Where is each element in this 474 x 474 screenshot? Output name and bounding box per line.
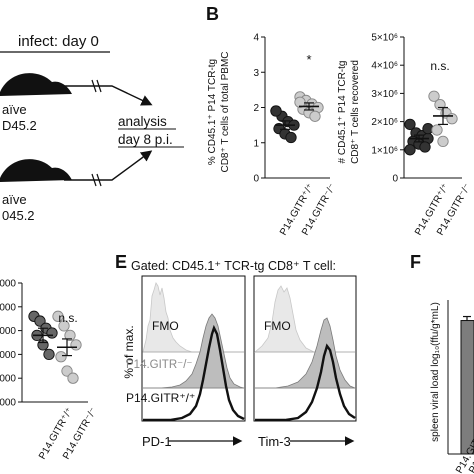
d-y-tick-label: 000	[0, 302, 16, 313]
b-left-ylabel-line1: % CD45.1⁺ P14 TCR-tg	[207, 59, 218, 165]
b-left-data-point	[270, 105, 282, 117]
mouse-icon	[0, 73, 72, 96]
b-right-ylabel-line2: CD8⁺ T cells recovered	[350, 60, 361, 164]
chart-f: spleen viral load log₁₀(ffu/g*mL) P14.GI…	[430, 300, 474, 474]
histogram-pd1: FMO P14.GITR⁻/⁻ P14.GITR⁺/⁺	[126, 275, 246, 422]
b-right-y-tick-label: 4×10⁶	[371, 61, 398, 72]
break-mark	[96, 79, 102, 93]
f-bar	[460, 320, 474, 455]
infect-label: infect: day 0	[18, 33, 99, 50]
d-y-tick-label: 000	[0, 350, 16, 361]
f-category-label: P1	[467, 459, 474, 474]
d-data-point	[46, 327, 58, 339]
gate-title: Gated: CD45.1⁺ TCR-tg CD8⁺ T cell:	[131, 259, 336, 273]
b-right-y-tick-label: 1×10⁶	[371, 145, 398, 156]
b-right-y-tick-label: 3×10⁶	[371, 89, 398, 100]
d-data-point	[58, 320, 70, 332]
mouse2-label-line1: aïve	[2, 192, 27, 207]
b-right-data-point	[428, 90, 440, 102]
ko-histogram	[143, 313, 245, 389]
ko-histogram	[255, 317, 356, 389]
b-left-data-point	[285, 131, 297, 144]
break-mark	[91, 173, 97, 187]
panel-letter-e: E	[115, 252, 127, 272]
analysis-label-line1: analysis	[118, 114, 167, 129]
break-mark	[96, 173, 102, 187]
b-left-y-tick-label: 2	[253, 103, 259, 114]
chart-b-left: % CD45.1⁺ P14 TCR-tg CD8⁺ T cells of tot…	[207, 33, 338, 238]
b-right-significance: n.s.	[430, 59, 449, 73]
d-y-tick-label: 000	[0, 374, 16, 385]
d-data-point	[64, 329, 76, 342]
d-significance: n.s.	[58, 311, 77, 325]
b-right-data-point	[446, 113, 458, 125]
transfer-arrow-bottom	[64, 150, 153, 181]
b-left-significance: *	[306, 52, 311, 67]
b-left-y-tick-label: 1	[253, 138, 259, 149]
b-right-data-point	[437, 135, 449, 147]
b-left-data-point	[294, 96, 306, 108]
histogram-frame	[141, 275, 246, 422]
mouse1-label-line2: D45.2	[2, 118, 37, 133]
mouse2-label-line2: 045.2	[2, 208, 35, 223]
e-right-xlabel: Tim-3	[258, 434, 291, 449]
d-data-point	[52, 310, 64, 322]
d-data-point	[70, 339, 82, 351]
panel-letter-f: F	[410, 252, 421, 272]
fmo-histogram	[142, 282, 193, 353]
chart-b-right: # CD45.1⁺ P14 TCR-tg CD8⁺ T cells recove…	[337, 33, 473, 238]
b-right-data-point	[431, 124, 443, 136]
b-right-ylabel-line1: # CD45.1⁺ P14 TCR-tg	[337, 61, 348, 164]
d-data-point	[61, 365, 73, 377]
mouse-icon	[0, 159, 72, 182]
e-ylabel: % of max.	[122, 325, 136, 378]
b-left-y-tick-label: 4	[253, 33, 259, 44]
wt-histogram	[255, 343, 356, 422]
histogram-frame	[253, 275, 357, 422]
panel-letter-b: B	[206, 4, 219, 24]
d-data-point	[67, 372, 79, 384]
b-left-y-tick-label: 3	[253, 68, 259, 79]
wt-histogram	[143, 324, 245, 422]
b-right-data-point	[404, 118, 416, 131]
transfer-arrow-top	[64, 85, 153, 106]
mouse1-label-line1: aïve	[2, 102, 27, 117]
d-y-tick-label: 000	[0, 326, 16, 337]
b-left-data-point	[309, 110, 321, 122]
e-left-xlabel: PD-1	[142, 434, 172, 449]
b-right-data-point	[419, 141, 431, 153]
fmo-histogram	[253, 285, 315, 353]
b-right-y-tick-label: 0	[392, 174, 398, 185]
panel-a: infect: day 0 aïve D45.2 aïve 045.2 anal…	[0, 33, 184, 223]
legend-fmo: FMO	[264, 319, 291, 333]
b-right-y-tick-label: 2×10⁶	[371, 117, 398, 128]
d-data-point	[55, 351, 67, 363]
legend-fmo: FMO	[152, 319, 179, 333]
d-y-tick-label: 000	[0, 398, 16, 409]
analysis-label-line2: day 8 p.i.	[118, 132, 173, 147]
histogram-tim3: FMO	[253, 275, 357, 422]
b-left-y-tick-label: 0	[253, 174, 259, 185]
legend-wt: P14.GITR⁺/⁺	[126, 391, 195, 405]
f-ylabel: spleen viral load log₁₀(ffu/g*mL)	[430, 302, 441, 442]
legend-ko: P14.GITR⁻/⁻	[126, 359, 192, 371]
d-y-tick-label: 000	[0, 279, 16, 290]
d-data-point	[43, 348, 55, 361]
b-right-y-tick-label: 5×10⁶	[371, 33, 398, 44]
b-left-ylabel-line2: CD8⁺ T cells of total PBMC	[220, 51, 231, 172]
break-mark	[91, 79, 97, 93]
b-right-data-point	[404, 144, 416, 156]
d-data-point	[34, 315, 46, 327]
